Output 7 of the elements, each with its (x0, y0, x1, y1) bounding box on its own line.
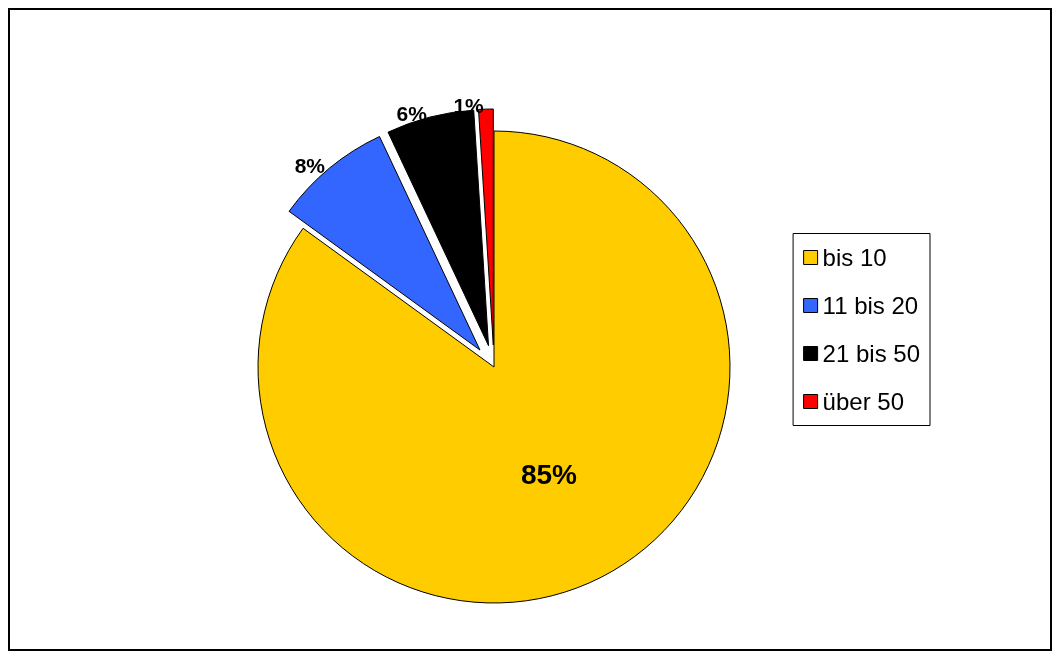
data-label: 8% (294, 153, 326, 177)
legend-label: über 50 (822, 388, 904, 415)
legend-label: 21 bis 50 (822, 340, 920, 367)
legend-label: 11 bis 20 (822, 292, 919, 319)
legend-label: bis 10 (822, 244, 887, 271)
data-label: 85% (520, 459, 578, 491)
data-label: 6% (396, 101, 428, 125)
